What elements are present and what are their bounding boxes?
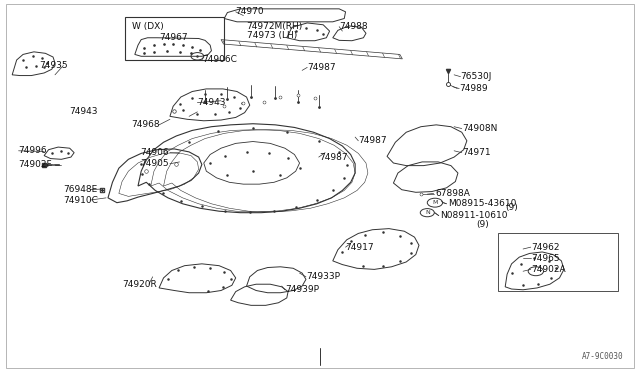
Text: (9): (9): [505, 203, 518, 212]
Text: 74965: 74965: [531, 254, 559, 263]
Text: 74917: 74917: [346, 243, 374, 251]
Text: 74971: 74971: [462, 148, 490, 157]
Text: 74943: 74943: [197, 98, 226, 107]
Text: 74935: 74935: [39, 61, 68, 70]
Text: 74910C: 74910C: [63, 196, 98, 205]
Text: 74906C: 74906C: [202, 55, 237, 64]
Text: A7-9C0030: A7-9C0030: [582, 352, 623, 361]
Text: 76948E: 76948E: [63, 185, 97, 194]
Text: M: M: [432, 200, 438, 205]
Text: 74987: 74987: [319, 153, 348, 161]
Text: (9): (9): [476, 221, 489, 230]
Text: M08915-43610: M08915-43610: [448, 199, 516, 208]
Text: 74996: 74996: [19, 146, 47, 155]
Text: 67898A: 67898A: [435, 189, 470, 198]
Text: 74968: 74968: [132, 121, 160, 129]
Text: 74920R: 74920R: [122, 280, 157, 289]
Text: 74973 (LH): 74973 (LH): [246, 31, 297, 41]
Text: 74908N: 74908N: [462, 124, 497, 133]
Text: 74902A: 74902A: [531, 265, 565, 274]
Text: 74933P: 74933P: [306, 272, 340, 281]
Text: 74943: 74943: [70, 108, 98, 116]
Text: 74905: 74905: [140, 159, 168, 168]
Text: 74967: 74967: [159, 33, 188, 42]
Text: 74987: 74987: [307, 63, 336, 72]
Text: N08911-10610: N08911-10610: [440, 211, 508, 220]
Text: 74972M(RH): 74972M(RH): [246, 22, 303, 31]
Text: 74989: 74989: [460, 84, 488, 93]
Text: 74939P: 74939P: [285, 285, 319, 294]
Text: 74987: 74987: [358, 136, 387, 145]
Text: N: N: [425, 210, 429, 215]
Text: W (DX): W (DX): [132, 22, 163, 31]
Text: 74906: 74906: [140, 148, 168, 157]
Text: 74988: 74988: [339, 22, 368, 31]
Text: 74902F: 74902F: [19, 160, 52, 169]
Text: 74970: 74970: [236, 7, 264, 16]
Text: 74962: 74962: [531, 243, 559, 251]
Text: 76530J: 76530J: [461, 72, 492, 81]
